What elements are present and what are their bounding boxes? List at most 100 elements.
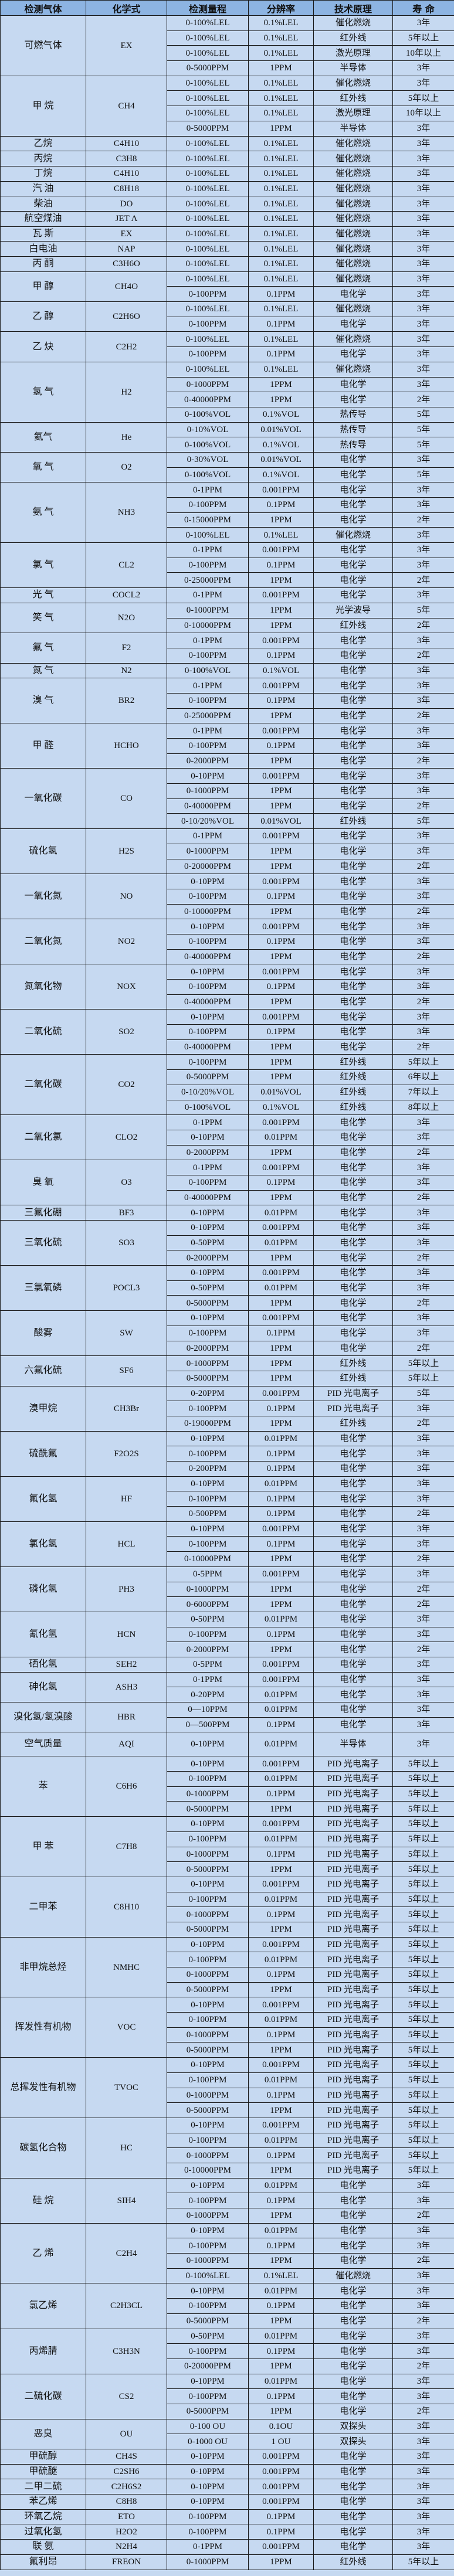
lifespan-cell: 3年	[392, 151, 454, 166]
range-cell: 0-1PPM	[167, 1160, 249, 1175]
range-cell: 0-10000PPM	[167, 2162, 249, 2179]
gas-name-cell: 苯	[0, 1756, 86, 1817]
technology-cell: 电化学	[313, 1220, 393, 1236]
technology-cell: 电化学	[313, 1205, 393, 1221]
technology-cell: 催化燃烧	[313, 2268, 393, 2284]
technology-cell: 半导体	[313, 1732, 393, 1757]
lifespan-cell: 3年	[392, 497, 454, 513]
formula-cell: SO2	[86, 1009, 167, 1055]
table-row: 硅 烷 SIH4 0-10PPM 0.01PPM 电化学 3年	[0, 2177, 454, 2224]
formula-cell: N2O	[86, 602, 167, 634]
range-cell: 0-2000PPM	[167, 1642, 249, 1657]
gas-name-cell: 乙 炔	[0, 331, 86, 362]
table-row: 0-100PPM 0.01PPM PID 光电离子 5年以上	[1, 1891, 454, 1908]
technology-cell: PID 光电离子	[313, 2147, 393, 2163]
lifespan-cell: 2年	[392, 1039, 454, 1055]
technology-cell: 电化学	[313, 1235, 393, 1251]
lifespan-cell: 2年	[392, 708, 454, 724]
table-row: 航空煤油 JET A 0-100%LEL 0.1%LEL 催化燃烧 3年	[0, 210, 454, 227]
lifespan-cell: 3年	[392, 2449, 454, 2465]
technology-cell: 电化学	[313, 1446, 393, 1462]
gas-name-cell: 二硫化碳	[0, 2373, 86, 2419]
table-row: 苯乙烯 C8H8 0-10PPM 0.001PPM 电化学 3年	[0, 2494, 454, 2510]
lifespan-cell: 3年	[392, 241, 454, 257]
lifespan-cell: 3年	[392, 1220, 454, 1236]
table-row: 0-100%VOL 0.1%VOL 热传导 5年	[1, 406, 454, 423]
lifespan-cell: 5年	[392, 467, 454, 483]
resolution-cell: 0.1%VOL	[248, 662, 314, 679]
gas-name-cell: 六氟化硫	[0, 1355, 86, 1386]
formula-cell: C4H10	[86, 165, 167, 182]
lifespan-cell: 2年	[392, 1581, 454, 1598]
range-cell: 0-10PPM	[167, 2222, 249, 2239]
gas-name-cell: 苯乙烯	[0, 2494, 86, 2510]
technology-cell: 电化学	[313, 678, 393, 694]
range-cell: 0-2000PPM	[167, 1340, 249, 1357]
range-cell: 0-100PPM	[167, 1024, 249, 1040]
table-row: 氨 气 NH3 0-1PPM 0.001PPM 电化学 3年	[0, 482, 454, 543]
resolution-cell: 0.1%LEL	[248, 165, 314, 182]
table-row: 碳氢化合物 HC 0-10PPM 0.001PPM PID 光电离子 5年以上	[0, 2117, 454, 2179]
gas-name-cell: 丙 酮	[0, 256, 86, 272]
technology-cell: PID 光电离子	[313, 1385, 393, 1402]
range-cell: 0-1PPM	[167, 678, 249, 694]
technology-cell: 电化学	[313, 994, 393, 1010]
technology-cell: PID 光电离子	[313, 1786, 393, 1802]
range-cell: 0-5000PPM	[167, 1801, 249, 1817]
technology-cell: 电化学	[313, 2253, 393, 2269]
table-row: 0-5000PPM 1PPM PID 光电离子 5年以上	[1, 1801, 454, 1817]
range-cell: 0-100PPM	[167, 286, 249, 303]
table-row: 0-100%LEL 0.1%LEL 催化燃烧 3年	[1, 2268, 454, 2284]
table-row: 甲 苯 C7H8 0-10PPM 0.001PPM PID 光电离子 5年以上	[0, 1816, 454, 1877]
formula-cell: C2H6S2	[86, 2479, 167, 2495]
table-row: 挥发性有机物 VOC 0-10PPM 0.001PPM PID 光电离子 5年以上	[0, 1997, 454, 2058]
technology-cell: 红外线	[313, 1355, 393, 1371]
range-cell: 0-1PPM	[167, 587, 249, 603]
resolution-cell: 0.01%VOL	[248, 1084, 314, 1100]
lifespan-cell: 3年	[392, 1129, 454, 1146]
technology-cell: 红外线	[313, 617, 393, 634]
range-cell: 0-5000PPM	[167, 2102, 249, 2118]
gas-name-cell: 乙烷	[0, 135, 86, 152]
table-row: 六氟化硫 SF6 0-1000PPM 1PPM 红外线 5年以上	[0, 1355, 454, 1386]
range-cell: 0-1PPM	[167, 828, 249, 844]
lifespan-cell: 5年以上	[392, 2027, 454, 2043]
technology-cell: 电化学	[313, 1295, 393, 1311]
range-cell: 0-100%LEL	[167, 181, 249, 197]
resolution-cell: 0.1%LEL	[248, 527, 314, 543]
technology-cell: 电化学	[313, 1717, 393, 1733]
table-row: 0-100PPM 0.01PPM PID 光电离子 5年以上	[1, 1771, 454, 1787]
technology-cell: 电化学	[313, 1325, 393, 1341]
table-row: 三氧化硫 SO3 0-10PPM 0.001PPM 电化学 3年	[0, 1219, 454, 1266]
range-cell: 0-10000PPM	[167, 617, 249, 634]
resolution-cell: 0.01PPM	[248, 1129, 314, 1146]
table-row: 瓦 斯 EX 0-100%LEL 0.1%LEL 催化燃烧 3年	[0, 226, 454, 242]
technology-cell: 电化学	[313, 2177, 393, 2194]
gas-name-cell: 三氟化硼	[0, 1205, 86, 1221]
technology-cell: PID 光电离子	[313, 1816, 393, 1832]
formula-cell: H2O2	[86, 2524, 167, 2540]
range-cell: 0-1PPM	[167, 482, 249, 498]
resolution-cell: 0.001PPM	[248, 768, 314, 784]
lifespan-cell: 5年以上	[392, 1876, 454, 1892]
lifespan-cell: 3年	[392, 874, 454, 889]
lifespan-cell: 3年	[392, 2388, 454, 2404]
lifespan-cell: 3年	[392, 256, 454, 272]
lifespan-cell: 3年	[392, 15, 454, 31]
technology-cell: 电化学	[313, 828, 393, 844]
resolution-cell: 0.1PPM	[248, 1174, 314, 1191]
technology-cell: 电化学	[313, 692, 393, 709]
resolution-cell: 1PPM	[248, 1069, 314, 1085]
table-row: 0-2000PPM 1PPM 电化学 2年	[1, 1144, 454, 1161]
resolution-cell: 0.1PPM	[248, 2298, 314, 2314]
technology-cell: 电化学	[313, 2298, 393, 2314]
table-row: 柴油 DO 0-100%LEL 0.1%LEL 催化燃烧 3年	[0, 196, 454, 212]
lifespan-cell: 3年	[392, 1325, 454, 1341]
range-cell: 0-1PPM	[167, 1671, 249, 1688]
resolution-cell: 0.01PPM	[248, 1611, 314, 1627]
range-cell: 0-100PPM	[167, 316, 249, 332]
gas-name-cell: 二甲苯	[0, 1876, 86, 1938]
lifespan-cell: 10年以上	[392, 106, 454, 121]
range-cell: 0-10PPM	[167, 2177, 249, 2194]
lifespan-cell: 3年	[392, 1671, 454, 1688]
